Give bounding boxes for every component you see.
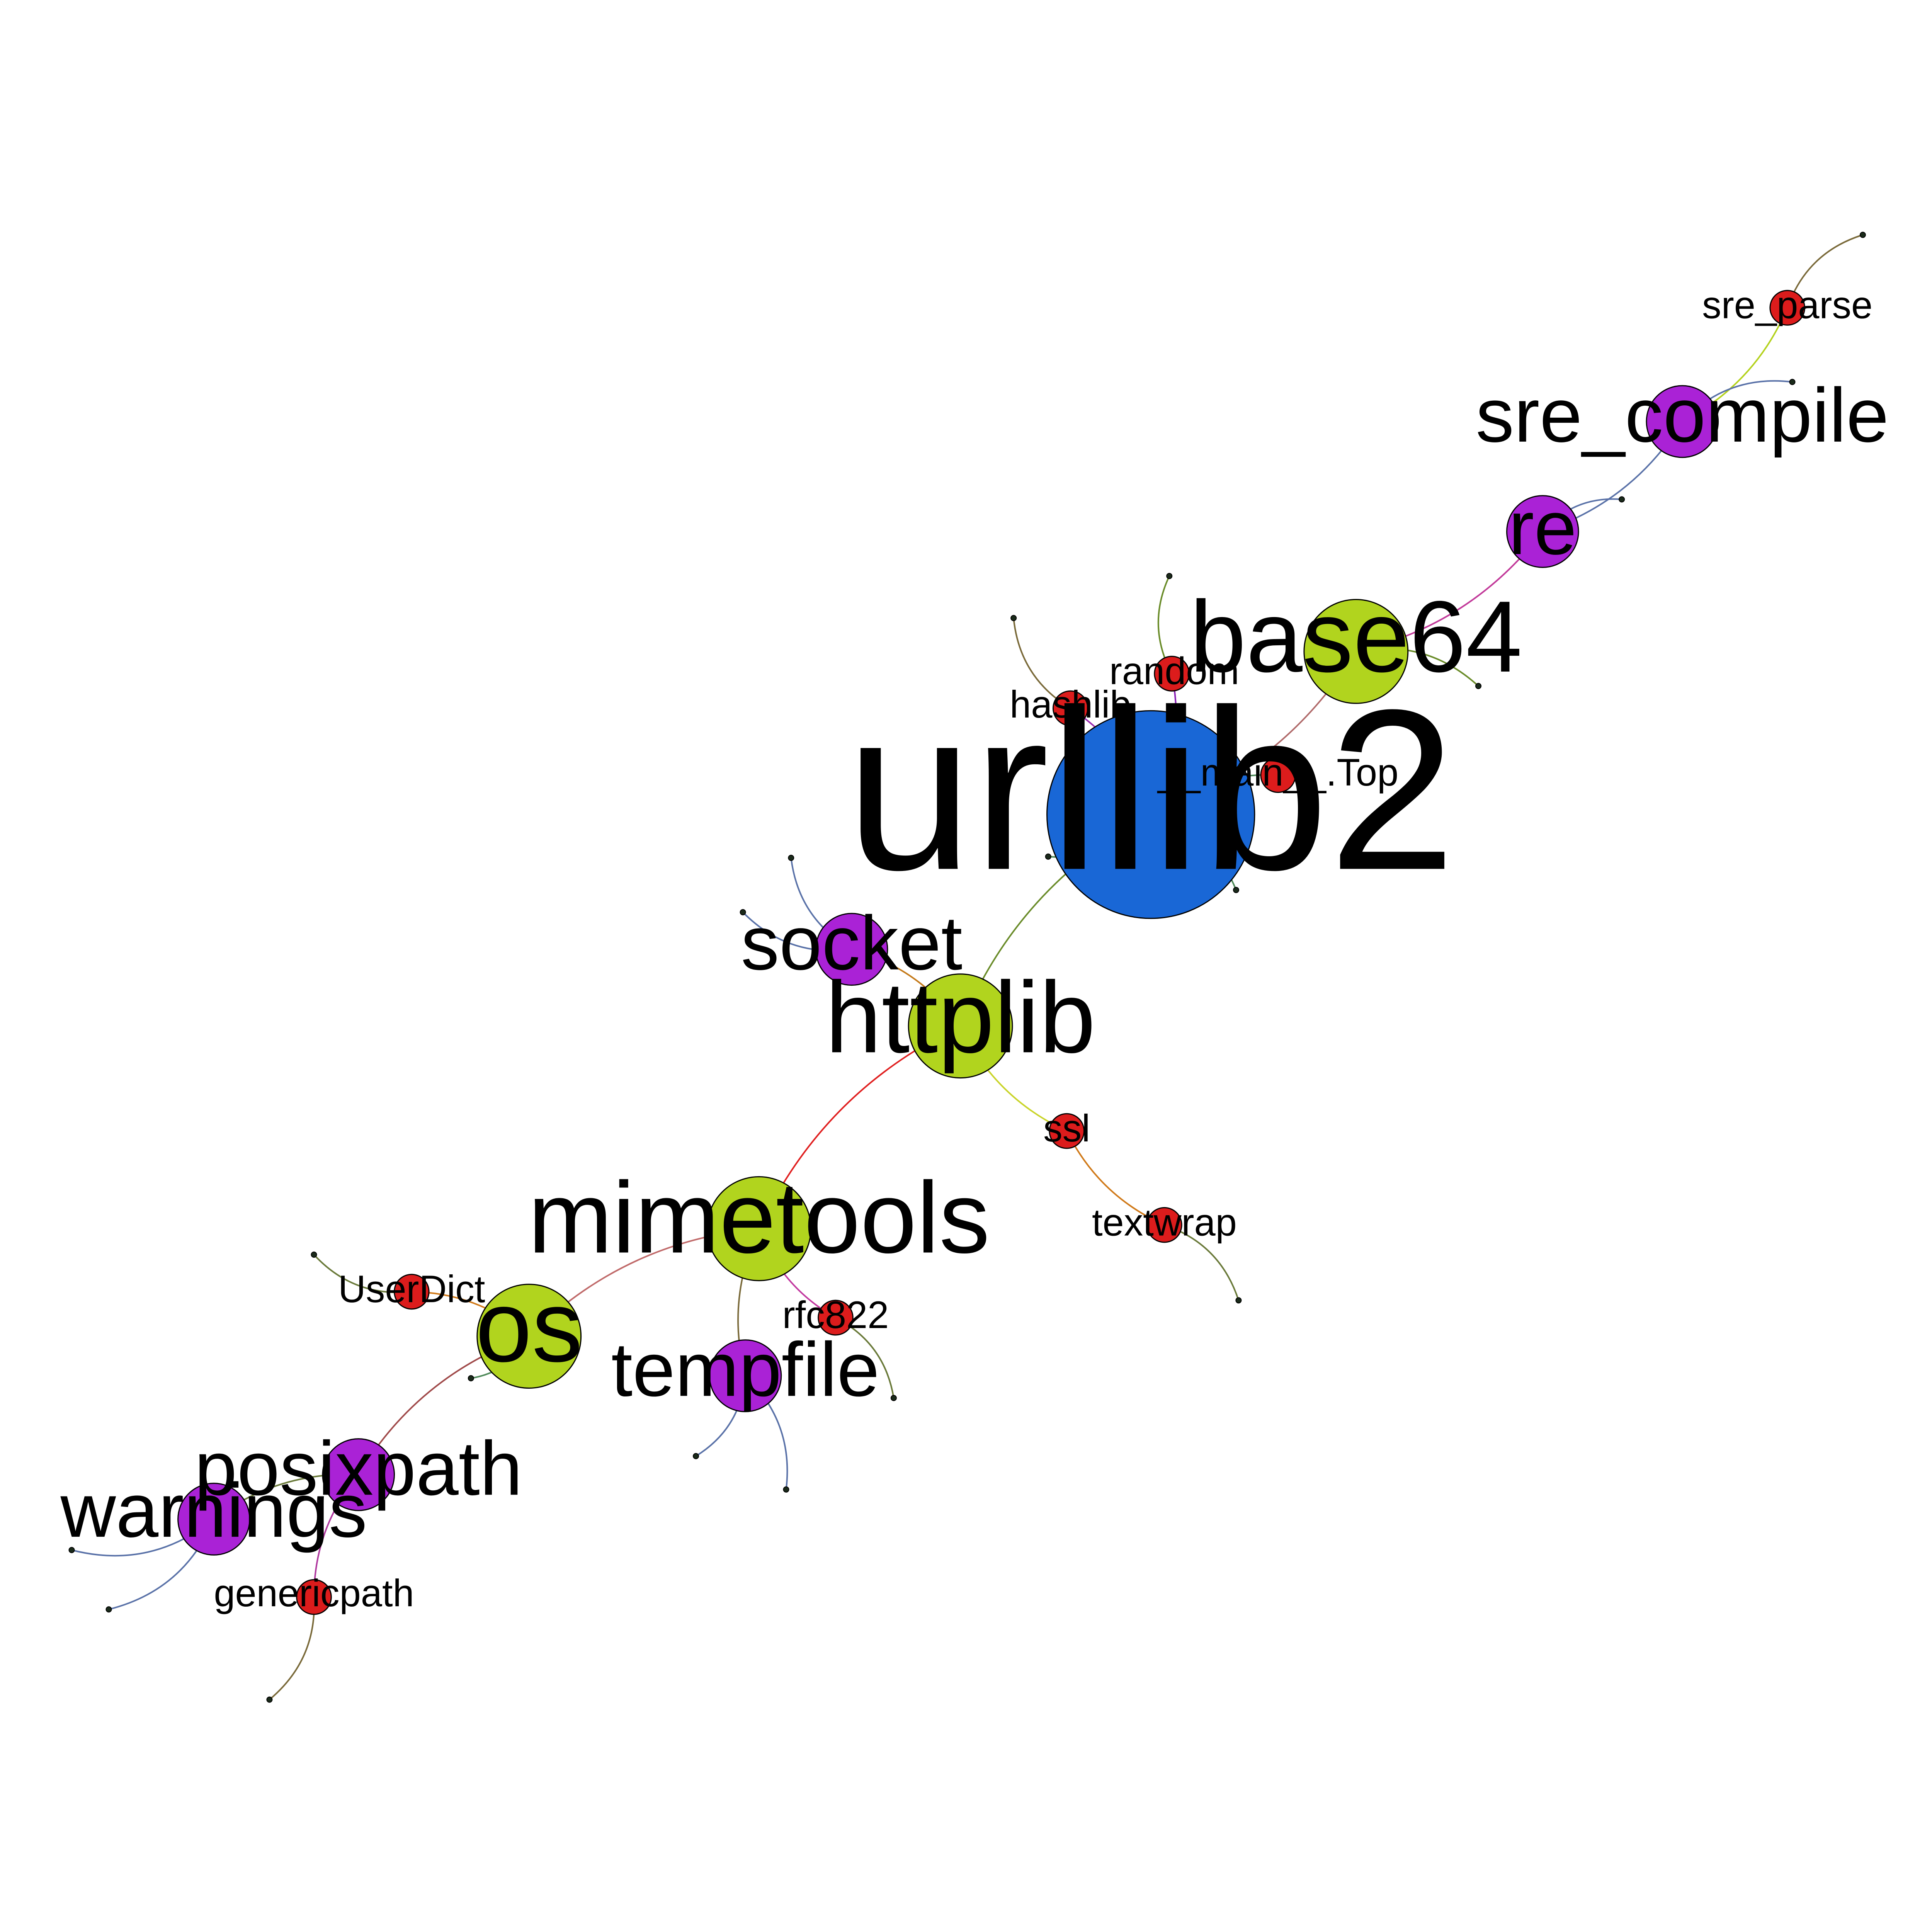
leaf-node-socket-9 [740,909,746,915]
leaf-node-urllib2-7 [1045,853,1051,860]
node-base64[interactable] [1303,599,1409,704]
leaf-node-textwrap-10 [1235,1297,1242,1304]
label-urllib2: urllib2 [846,662,1456,918]
label-random: random [1109,650,1239,693]
node-socket[interactable] [815,913,888,986]
leaf-nodes-layer [68,231,1866,1703]
label-textwrap: textwrap [1092,1201,1237,1244]
node-posixpath[interactable] [322,1438,395,1511]
node-warnings[interactable] [177,1483,250,1556]
label-rfc822: rfc822 [782,1294,889,1337]
leaf-node-base64-3 [1475,683,1481,689]
leaf-node-userdict-14 [311,1252,317,1258]
node-re[interactable] [1506,495,1579,568]
leaf-node-urllib2-6 [1233,887,1239,893]
node-sre_compile[interactable] [1646,385,1719,458]
label-userdict: UserDict [338,1268,485,1311]
leaf-node-genericpath-18 [266,1696,273,1703]
label-main_top: __main__.Top [1157,751,1398,794]
label-hashlib: hashlib [1010,683,1131,726]
label-httplib: httplib [825,961,1096,1074]
node-tempfile[interactable] [709,1339,782,1412]
leaf-node-warnings-16 [68,1547,75,1553]
node-sre_parse[interactable] [1769,290,1806,326]
node-rfc822[interactable] [818,1299,854,1336]
leaf-node-os-15 [468,1375,474,1381]
label-tempfile: tempfile [611,1327,879,1413]
label-ssl: ssl [1043,1107,1090,1150]
leaf-node-random-4 [1166,573,1173,579]
edge-ssl-textwrap [1066,1131,1165,1226]
node-ssl[interactable] [1049,1113,1085,1149]
leaf-node-socket-8 [788,855,794,861]
leaf-node-warnings-17 [105,1606,112,1613]
nodes-layer [177,290,1806,1615]
leaf-node-hashlib-5 [1010,615,1017,621]
label-sre_parse: sre_parse [1702,284,1872,327]
label-os: os [476,1270,583,1383]
label-mimetools: mimetools [528,1161,990,1274]
leaf-node-tempfile-13 [693,1453,699,1459]
label-genericpath: genericpath [214,1572,414,1615]
leaf-node-rfc822-11 [890,1395,897,1401]
label-base64: base64 [1190,580,1522,693]
label-sre_compile: sre_compile [1476,372,1889,458]
node-genericpath[interactable] [296,1579,332,1615]
node-hashlib[interactable] [1053,690,1088,726]
label-warnings: warnings [60,1468,367,1553]
node-main_top[interactable] [1260,757,1296,793]
label-socket: socket [741,900,963,986]
node-urllib2[interactable] [1046,710,1255,919]
node-userdict[interactable] [394,1274,430,1310]
node-os[interactable] [476,1284,582,1389]
labels-layer: urllib2 httplib mimetools base64 os socket re s… [60,284,1889,1615]
leaf-node-re-2 [1619,496,1625,503]
leaf-node-sre_compile-1 [1789,379,1796,385]
label-re: re [1509,485,1577,571]
node-textwrap[interactable] [1146,1207,1182,1243]
leaf-node-tempfile-12 [783,1486,789,1493]
node-random[interactable] [1154,656,1190,692]
node-httplib[interactable] [908,973,1013,1079]
label-posixpath: posixpath [194,1425,522,1511]
leaf-node-sre_parse-0 [1859,231,1866,238]
node-mimetools[interactable] [706,1176,812,1281]
